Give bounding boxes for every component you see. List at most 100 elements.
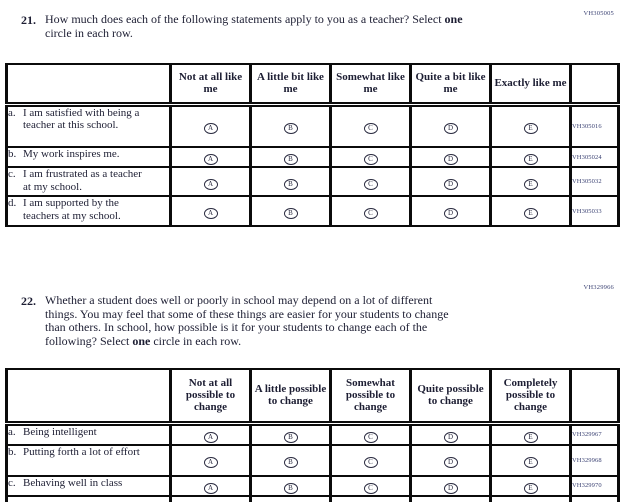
option-cell: C (329, 103, 412, 148)
answer-bubble-b[interactable]: B (283, 431, 298, 443)
prompt-line: circle in each row. (45, 25, 463, 41)
answer-bubble-c[interactable]: C (363, 482, 378, 494)
row-letter: a. (8, 106, 16, 119)
answer-bubble-e[interactable]: E (523, 431, 538, 443)
option-cell: B (249, 443, 332, 477)
row-statement: d. I am supported by the teachers at my s… (5, 195, 172, 227)
answer-bubble-b[interactable]: B (283, 482, 298, 494)
row-letter: c. (8, 476, 16, 489)
row-letter: d. (8, 197, 17, 209)
row-statement: c. I am frustrated as a teacher at my sch… (5, 166, 172, 197)
answer-bubble-d[interactable]: D (443, 208, 458, 219)
table-row: b. My work inspires me. A B C D E VH30502… (5, 146, 620, 168)
option-cell: D (409, 195, 492, 227)
row-item-code: VH329970 (569, 474, 620, 497)
prompt-line: Whether a student does well or poorly in… (45, 293, 449, 308)
row-letter: b. (8, 445, 17, 458)
table-row-cutoff (5, 494, 620, 502)
answer-bubble-a[interactable]: A (203, 431, 218, 443)
answer-bubble-c[interactable]: C (363, 457, 378, 468)
answer-bubble-d[interactable]: D (443, 178, 458, 190)
answer-bubble-b[interactable]: B (283, 154, 298, 165)
table-row: b. Putting forth a lot of effort A B C D … (5, 443, 620, 477)
option-cell: B (249, 422, 332, 446)
prompt-text: How much does each of the following stat… (45, 12, 445, 26)
option-cell: B (249, 195, 332, 227)
answer-bubble-d[interactable]: D (443, 123, 458, 135)
option-cell: C (329, 474, 412, 497)
answer-bubble-d[interactable]: D (443, 431, 458, 443)
option-cell: E (489, 474, 572, 497)
cutoff-cell (409, 494, 492, 502)
option-cell: C (329, 166, 412, 197)
table-row: a. Being intelligent A B C D E VH329967 (5, 422, 620, 446)
answer-bubble-d[interactable]: D (443, 154, 458, 165)
table-row: c. Behaving well in class A B C D E VH329… (5, 474, 620, 497)
option-cell: D (409, 474, 492, 497)
answer-bubble-b[interactable]: B (283, 457, 298, 468)
question-22-table: Not at all possible to change A little p… (5, 368, 620, 502)
answer-bubble-d[interactable]: D (443, 482, 458, 494)
answer-bubble-c[interactable]: C (363, 154, 378, 165)
option-cell: A (169, 166, 252, 197)
answer-bubble-c[interactable]: C (363, 178, 378, 190)
row-letter: b. (8, 148, 17, 160)
question-21-prompt: How much does each of the following stat… (45, 12, 463, 41)
answer-bubble-c[interactable]: C (363, 123, 378, 135)
option-cell: A (169, 443, 252, 477)
answer-bubble-c[interactable]: C (363, 208, 378, 219)
answer-bubble-b[interactable]: B (283, 208, 298, 219)
answer-bubble-a[interactable]: A (203, 123, 218, 135)
cutoff-cell (569, 494, 620, 502)
answer-bubble-c[interactable]: C (363, 431, 378, 443)
column-header: Somewhat possible to change (329, 368, 412, 426)
option-cell: A (169, 146, 252, 168)
option-cell: E (489, 195, 572, 227)
answer-bubble-a[interactable]: A (203, 457, 218, 468)
prompt-line: following? Select one circle in each row… (45, 333, 449, 349)
row-statement: b. My work inspires me. (5, 146, 172, 168)
prompt-text: things. You may feel that some of these … (45, 306, 449, 321)
column-header: Exactly like me (489, 63, 572, 107)
option-cell: D (409, 422, 492, 446)
question-21-item-code: VH305005 (583, 10, 614, 17)
option-cell: A (169, 474, 252, 497)
column-header: Quite a bit like me (409, 63, 492, 107)
answer-bubble-e[interactable]: E (523, 208, 538, 219)
answer-bubble-e[interactable]: E (523, 154, 538, 165)
column-header: A little bit like me (249, 63, 332, 107)
header-code-cell (569, 368, 620, 426)
prompt-text: circle in each row. (45, 25, 133, 40)
cutoff-cell (249, 494, 332, 502)
answer-bubble-a[interactable]: A (203, 154, 218, 165)
row-text: Being intelligent (23, 425, 97, 438)
question-21-number: 21. (21, 13, 36, 27)
option-cell: B (249, 146, 332, 168)
answer-bubble-d[interactable]: D (443, 457, 458, 468)
prompt-bold-text: one (444, 12, 463, 26)
row-text: My work inspires me. (23, 148, 120, 160)
option-cell: A (169, 103, 252, 148)
option-cell: C (329, 146, 412, 168)
answer-bubble-a[interactable]: A (203, 208, 218, 219)
option-cell: A (169, 422, 252, 446)
answer-bubble-e[interactable]: E (523, 178, 538, 190)
answer-bubble-a[interactable]: A (203, 178, 218, 190)
answer-bubble-e[interactable]: E (523, 482, 538, 494)
option-cell: B (249, 474, 332, 497)
prompt-bold-text: one (132, 333, 151, 348)
row-text: Behaving well in class (23, 476, 123, 489)
cutoff-cell (329, 494, 412, 502)
row-text: I am satisfied with being a teacher at t… (23, 106, 140, 132)
answer-bubble-b[interactable]: B (283, 178, 298, 190)
option-cell: B (249, 166, 332, 197)
cutoff-cell (489, 494, 572, 502)
answer-bubble-b[interactable]: B (283, 123, 298, 135)
answer-bubble-e[interactable]: E (523, 123, 538, 135)
option-cell: E (489, 103, 572, 148)
row-item-code: VH329967 (569, 422, 620, 446)
answer-bubble-a[interactable]: A (203, 482, 218, 494)
answer-bubble-e[interactable]: E (523, 457, 538, 468)
column-header: Not at all possible to change (169, 368, 252, 426)
